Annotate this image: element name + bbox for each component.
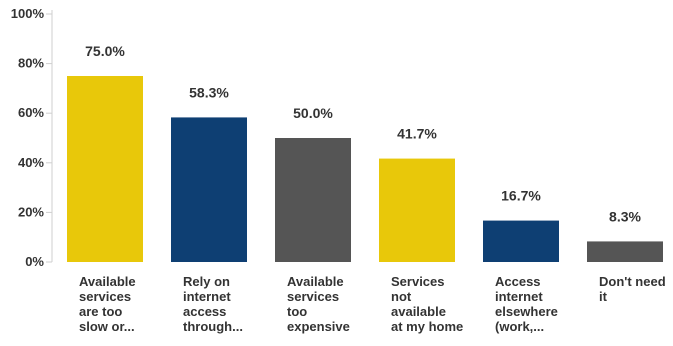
category-label-line: access xyxy=(183,304,226,319)
category-label-line: Access xyxy=(495,274,541,289)
y-tick-label: 0% xyxy=(25,254,44,269)
category-label-line: Available xyxy=(79,274,136,289)
category-label-line: it xyxy=(599,289,608,304)
y-tick-label: 40% xyxy=(18,155,44,170)
category-label-line: internet xyxy=(183,289,231,304)
category-label-line: (work,... xyxy=(495,319,544,334)
bar xyxy=(67,76,143,262)
category-label-line: internet xyxy=(495,289,543,304)
category-label: Available services are too slow or... xyxy=(79,274,136,334)
bar xyxy=(483,220,559,262)
category-label-line: services xyxy=(287,289,339,304)
bar xyxy=(587,241,663,262)
y-tick-label: 100% xyxy=(11,6,45,21)
category-label-line: not xyxy=(391,289,412,304)
y-tick-label: 80% xyxy=(18,56,44,71)
category-label-line: through... xyxy=(183,319,243,334)
category-label-line: are too xyxy=(79,304,122,319)
category-label-line: available xyxy=(391,304,446,319)
category-label-line: expensive xyxy=(287,319,350,334)
data-label: 41.7% xyxy=(397,126,437,142)
category-label-line: slow or... xyxy=(79,319,135,334)
category-label-line: elsewhere xyxy=(495,304,558,319)
data-label: 8.3% xyxy=(609,208,641,224)
y-tick-label: 20% xyxy=(18,204,44,219)
category-label: Available services too expensive xyxy=(287,274,350,334)
category-label-line: Don't need xyxy=(599,274,666,289)
y-tick-label: 60% xyxy=(18,105,44,120)
category-label-line: too xyxy=(287,304,307,319)
bar xyxy=(275,138,351,262)
category-label-line: Available xyxy=(287,274,344,289)
category-label: Services not available at my home xyxy=(391,274,463,334)
category-label-line: at my home xyxy=(391,319,463,334)
data-label: 50.0% xyxy=(293,105,333,121)
data-label: 58.3% xyxy=(189,84,229,100)
data-label: 75.0% xyxy=(85,43,125,59)
data-label: 16.7% xyxy=(501,188,541,204)
category-label-line: Services xyxy=(391,274,445,289)
bar xyxy=(379,158,455,262)
category-label: Access internet elsewhere (work,... xyxy=(495,274,558,334)
bar xyxy=(171,117,247,262)
category-label: Don't need it xyxy=(599,274,666,304)
category-label-line: services xyxy=(79,289,131,304)
category-label-line: Rely on xyxy=(183,274,230,289)
category-label: Rely on internet access through... xyxy=(183,274,243,334)
